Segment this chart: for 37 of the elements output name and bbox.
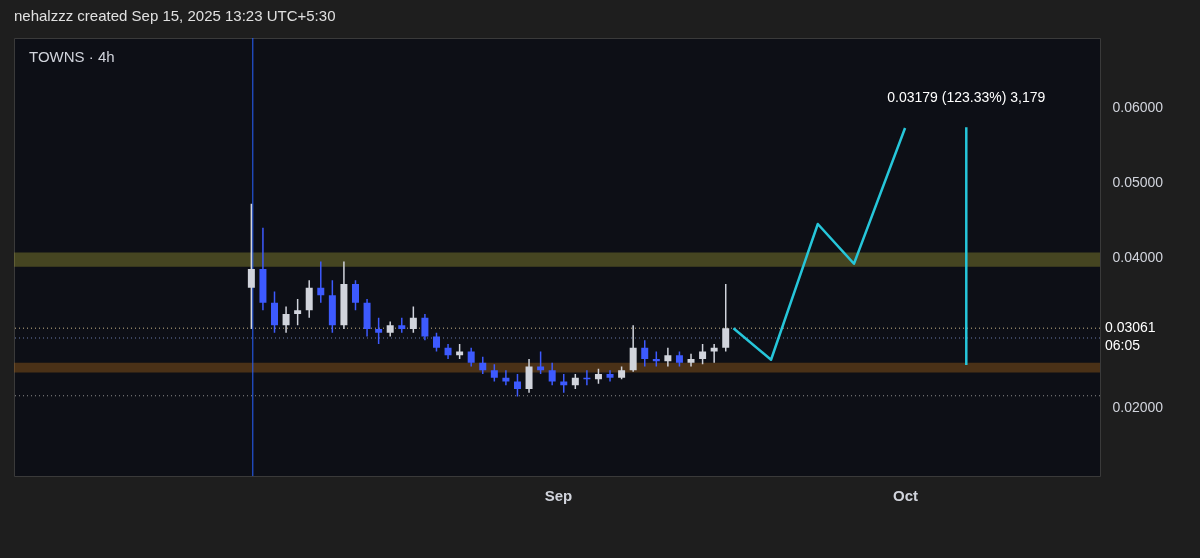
candlestick [282,305,290,334]
candlestick [351,279,359,311]
candlestick [421,313,429,341]
y-tick-label: 0.05000 [1112,174,1164,191]
candlestick [317,260,325,304]
candlestick [548,362,556,386]
y-tick-label: 0.02000 [1112,399,1164,416]
candlestick [271,290,278,334]
candlestick [722,283,730,353]
candlestick [699,343,707,365]
candlestick [467,347,475,368]
candlestick [641,339,649,368]
ref-line-label: 0.03061 [1105,319,1156,336]
y-tick-label: 0.06000 [1112,99,1164,116]
candlestick [294,298,302,326]
candlestick [606,369,614,383]
candlestick [409,305,417,334]
text: TOWNS · 4h [29,48,115,65]
candlestick [502,369,510,386]
candlestick [247,203,255,330]
x-tick-label: Oct [893,486,919,504]
chart-title: nehalzzz created Sep 15, 2025 13:23 UTC+5:30 [14,6,336,24]
candlestick [710,343,718,364]
candlestick [664,347,672,368]
text: 06:05 [1105,337,1141,354]
candlestick [629,324,637,373]
candlestick [398,317,406,334]
candlestick [513,373,521,398]
candlestick [687,353,695,368]
y-tick-label: 0.04000 [1112,249,1164,266]
annotation: 0.03179 (123.33%) 3,179 [887,89,1046,106]
candlestick [525,358,533,394]
x-tick-label: Sep [544,486,573,504]
candlestick [375,317,383,345]
line-series [732,126,907,361]
candlestick [305,279,313,319]
candlestick [432,332,440,353]
